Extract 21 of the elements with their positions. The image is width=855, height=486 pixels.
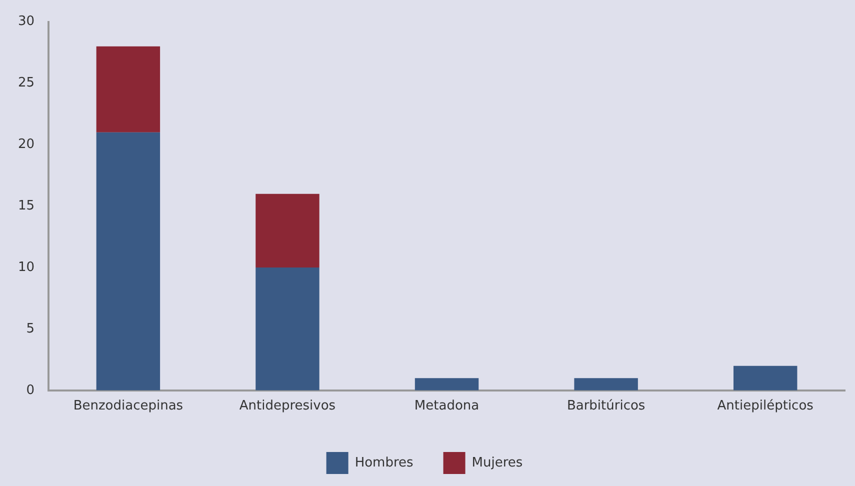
y-tick-label: 10 [18, 260, 35, 275]
y-tick-label: 15 [18, 198, 35, 214]
bar [733, 366, 798, 390]
y-tick-label: 5 [26, 321, 35, 336]
bar [96, 46, 160, 132]
y-tick-label: 25 [18, 76, 35, 91]
x-tick-label: Antiepilépticos [717, 398, 814, 414]
bar [256, 194, 320, 268]
bar [574, 378, 638, 390]
legend-label: Hombres [354, 455, 414, 470]
y-tick-label: 30 [18, 14, 35, 30]
y-tick-label: 0 [26, 382, 35, 398]
x-tick-label: Benzodiacepinas [73, 398, 184, 414]
bar [414, 378, 479, 390]
x-tick-label: Metadona [414, 398, 480, 414]
bar [96, 132, 160, 390]
bar [256, 268, 320, 390]
x-tick-label: Antidepresivos [239, 398, 336, 414]
legend-label: Mujeres [472, 455, 523, 470]
x-tick-label: Barbitúricos [566, 398, 646, 414]
y-tick-label: 20 [18, 137, 35, 152]
